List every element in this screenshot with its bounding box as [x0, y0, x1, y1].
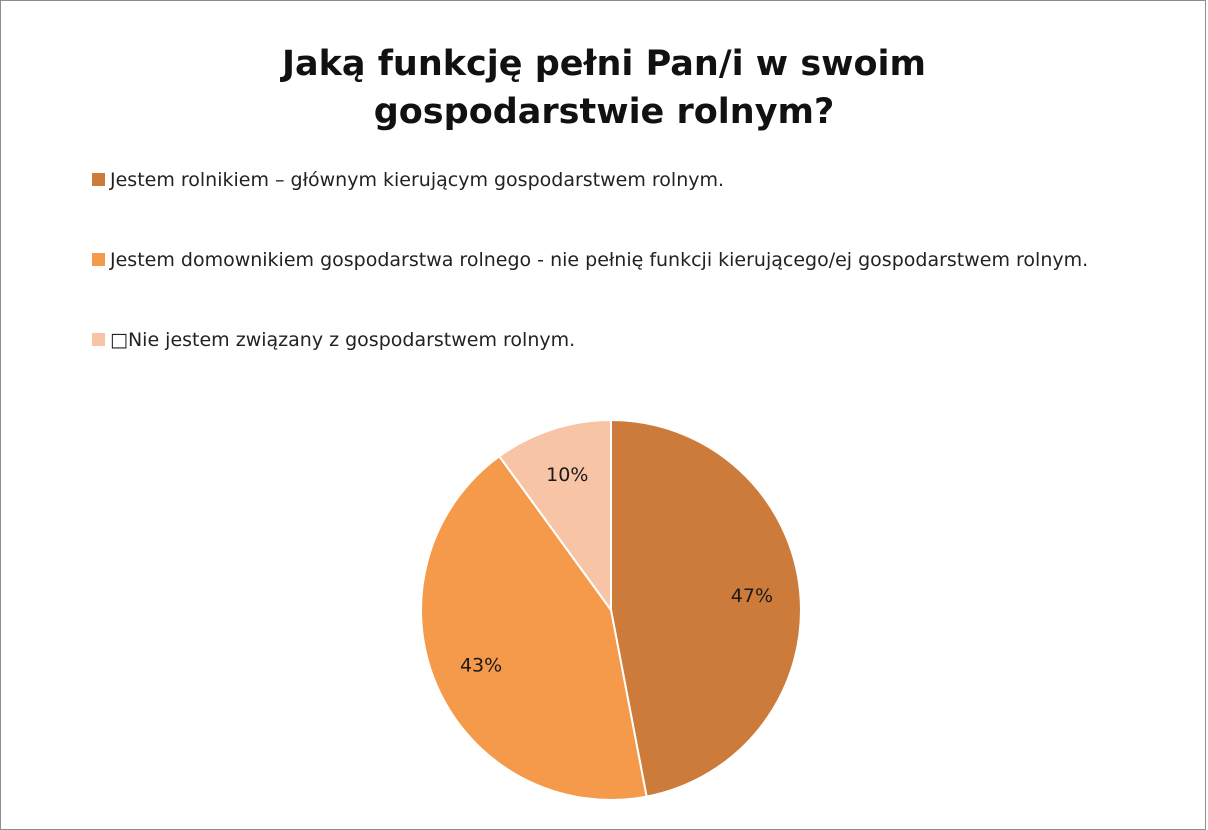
pie-slice [420, 454, 648, 801]
legend-item: Jestem rolnikiem – głównym kierującym go… [92, 166, 724, 194]
data-label: 10% [546, 464, 588, 486]
legend-label: Jestem domownikiem gospodarstwa rolnego … [110, 249, 1089, 271]
data-label: 47% [731, 585, 773, 607]
legend-swatch [92, 173, 105, 186]
legend-label: Jestem rolnikiem – głównym kierującym go… [110, 169, 725, 191]
pie-data-labels: 47% 43% 10% [460, 464, 773, 677]
legend-label: □Nie jestem związany z gospodarstwem rol… [110, 329, 576, 351]
legend-swatch [92, 333, 105, 346]
pie-slices [420, 418, 802, 801]
legend-item: Jestem domownikiem gospodarstwa rolnego … [92, 246, 1088, 274]
pie-slice [610, 418, 802, 798]
legend-item: □Nie jestem związany z gospodarstwem rol… [92, 326, 575, 354]
legend-swatch [92, 253, 105, 266]
pie-slice [497, 418, 612, 614]
chart-title: Jaką funkcję pełni Pan/i w swoim gospoda… [281, 44, 926, 132]
data-label: 43% [460, 655, 502, 677]
